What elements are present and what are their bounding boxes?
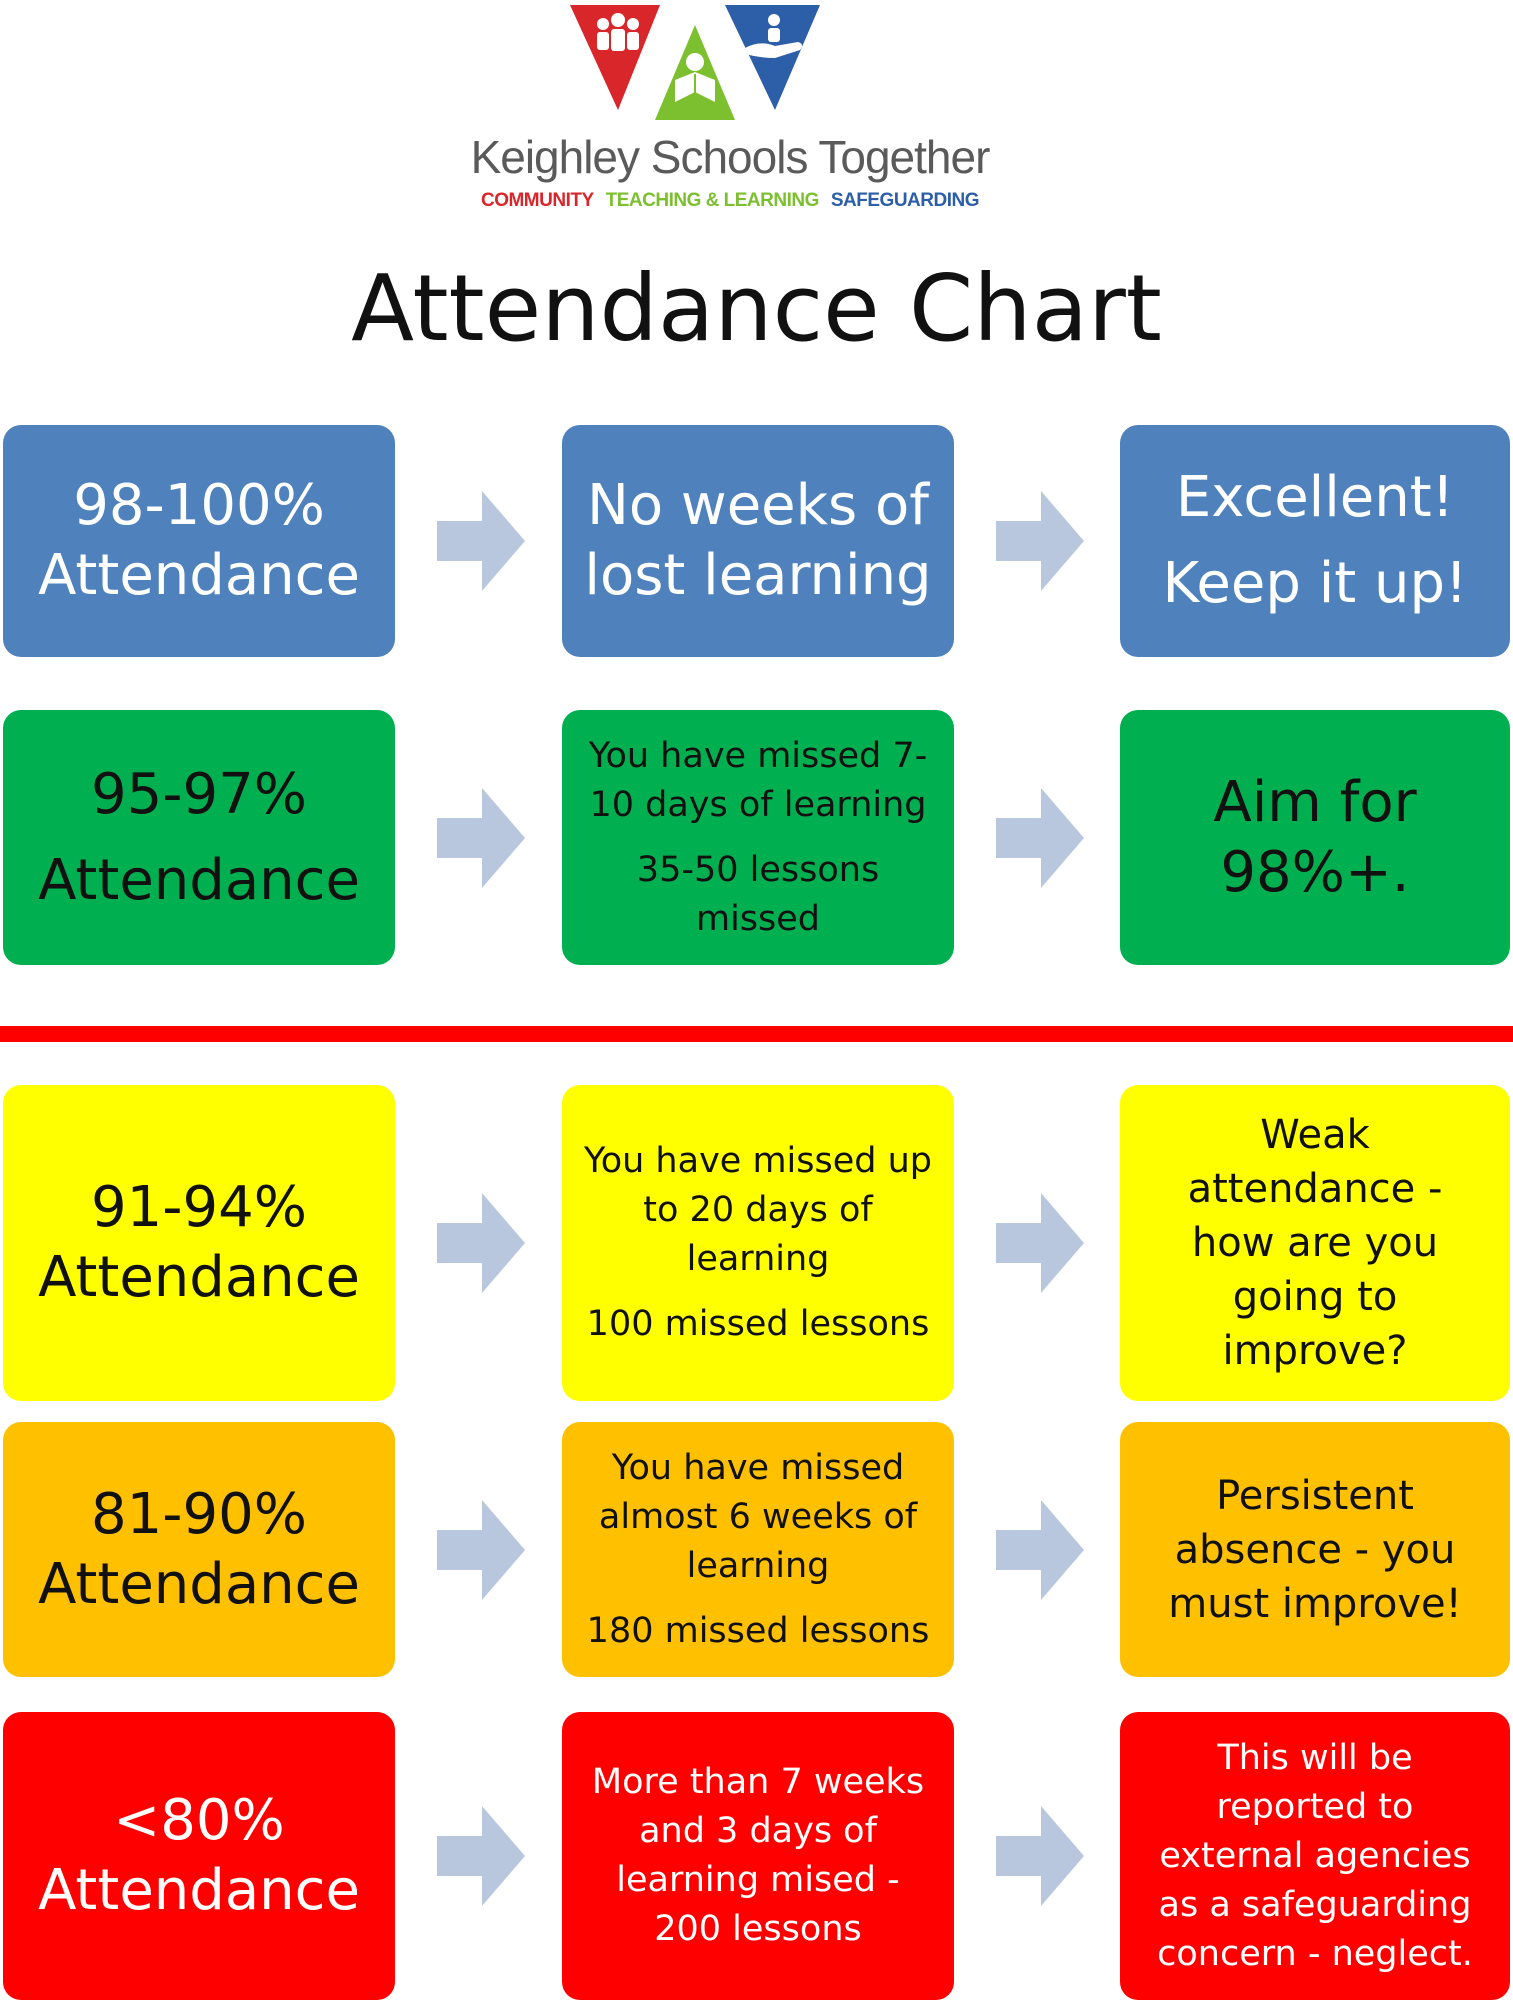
box-text-line: learning mised - [616, 1860, 900, 1900]
box-text-line: No weeks of [586, 473, 930, 538]
box-text-line: Attendance [38, 1858, 360, 1923]
school-logo: Keighley Schools Together COMMUNITY TEACH… [430, 0, 1030, 230]
box-text-line: 98-100% [73, 473, 325, 538]
box-text-line: must improve! [1168, 1580, 1462, 1627]
right-arrow-icon [996, 787, 1084, 888]
box-text-line: 180 missed lessons [586, 1610, 930, 1651]
box-text-line: improve? [1222, 1328, 1408, 1374]
right-arrow-icon [996, 1499, 1084, 1600]
hand-protect-icon [745, 14, 803, 58]
box-text-line: You have missed [611, 1447, 905, 1488]
box-text-line: Keep it up! [1162, 551, 1468, 616]
right-arrow-icon [437, 491, 525, 591]
box-text-line: learning [686, 1239, 830, 1279]
threshold-divider [0, 1026, 1513, 1042]
box-text-line: learning [686, 1545, 830, 1586]
logo-triangles [570, 5, 820, 120]
box-text-line: 91-94% [91, 1175, 307, 1240]
box-text-line: to 20 days of [643, 1190, 873, 1230]
community-people-icon [597, 13, 639, 51]
lost-learning-box: More than 7 weeks and 3 days of learning m… [562, 1712, 954, 2000]
logo-tagline-item: TEACHING & LEARNING [605, 190, 820, 211]
box-text-line: attendance - [1187, 1166, 1443, 1212]
box-text-line: going to [1232, 1274, 1398, 1320]
box-text-line: concern - neglect. [1157, 1933, 1473, 1974]
box-text-line: how are you [1191, 1220, 1439, 1266]
box-text-line: Persistent [1216, 1472, 1414, 1519]
box-text-line: 98%+. [1220, 839, 1410, 905]
box-text-line: 100 missed lessons [586, 1304, 930, 1344]
attendance-level-box: 81-90% Attendance [3, 1422, 395, 1677]
box-text-line: Attendance [38, 1245, 360, 1310]
advice-box: Persistent absence - you must improve! [1120, 1422, 1510, 1677]
attendance-level-box: 91-94% Attendance [3, 1085, 395, 1401]
box-text-line: This will be [1217, 1737, 1413, 1778]
box-text-line: reported to [1216, 1786, 1414, 1827]
attendance-level-box: 95-97% Attendance [3, 710, 395, 965]
reading-child-icon [675, 53, 715, 102]
box-text-line: <80% [113, 1788, 285, 1853]
logo-tagline-item: SAFEGUARDING [830, 190, 980, 211]
logo-title: Keighley Schools Together [470, 131, 991, 183]
right-arrow-icon [996, 491, 1084, 591]
lost-learning-box: No weeks of lost learning [562, 425, 954, 657]
box-text-line: More than 7 weeks [591, 1762, 925, 1802]
right-arrow-icon [437, 1193, 525, 1293]
right-arrow-icon [437, 1499, 525, 1600]
page-title: Attendance Chart [351, 255, 1162, 362]
community-triangle [570, 5, 660, 110]
right-arrow-icon [437, 787, 525, 888]
attendance-level-box: 98-100% Attendance [3, 425, 395, 657]
advice-box: Aim for 98%+. [1120, 710, 1510, 965]
lost-learning-box: You have missed almost 6 weeks of learning… [562, 1422, 954, 1677]
box-text-line: You have missed 7- [588, 735, 928, 776]
lost-learning-box: You have missed 7- 10 days of learning 35-… [562, 710, 954, 965]
box-text-line: Attendance [38, 543, 360, 608]
box-text-line: 200 lessons [654, 1909, 862, 1949]
right-arrow-icon [996, 1806, 1084, 1906]
box-text-line: Attendance [38, 1551, 360, 1617]
box-text-line: absence - you [1174, 1526, 1456, 1573]
box-text-line: 35-50 lessons [636, 849, 880, 890]
advice-box: Weak attendance - how are you going to impro… [1120, 1085, 1510, 1401]
advice-box: Excellent! Keep it up! [1120, 425, 1510, 657]
box-text-line: Weak [1260, 1112, 1370, 1158]
box-text-line: You have missed up [583, 1141, 933, 1181]
box-text-line: 81-90% [91, 1481, 307, 1547]
box-text-line: missed [695, 898, 821, 939]
box-text-line: Excellent! [1175, 465, 1455, 530]
right-arrow-icon [996, 1193, 1084, 1293]
box-text-line: external agencies [1159, 1835, 1471, 1876]
logo-tagline-item: COMMUNITY [480, 190, 594, 211]
right-arrow-icon [437, 1806, 525, 1906]
box-text-line: almost 6 weeks of [598, 1496, 918, 1537]
lost-learning-box: You have missed up to 20 days of learning 1… [562, 1085, 954, 1401]
box-text-line: lost learning [584, 543, 932, 608]
box-text-line: Attendance [38, 847, 360, 913]
box-text-line: and 3 days of [639, 1811, 877, 1851]
box-text-line: Aim for [1213, 769, 1417, 835]
box-text-line: 10 days of learning [589, 784, 927, 825]
advice-box: This will be reported to external agencies… [1120, 1712, 1510, 2000]
logo-tagline: COMMUNITY TEACHING & LEARNING SAFEGUARDING [430, 190, 1030, 212]
box-text-line: as a safeguarding [1158, 1884, 1472, 1925]
box-text-line: 95-97% [91, 761, 307, 827]
attendance-level-box: <80% Attendance [3, 1712, 395, 2000]
